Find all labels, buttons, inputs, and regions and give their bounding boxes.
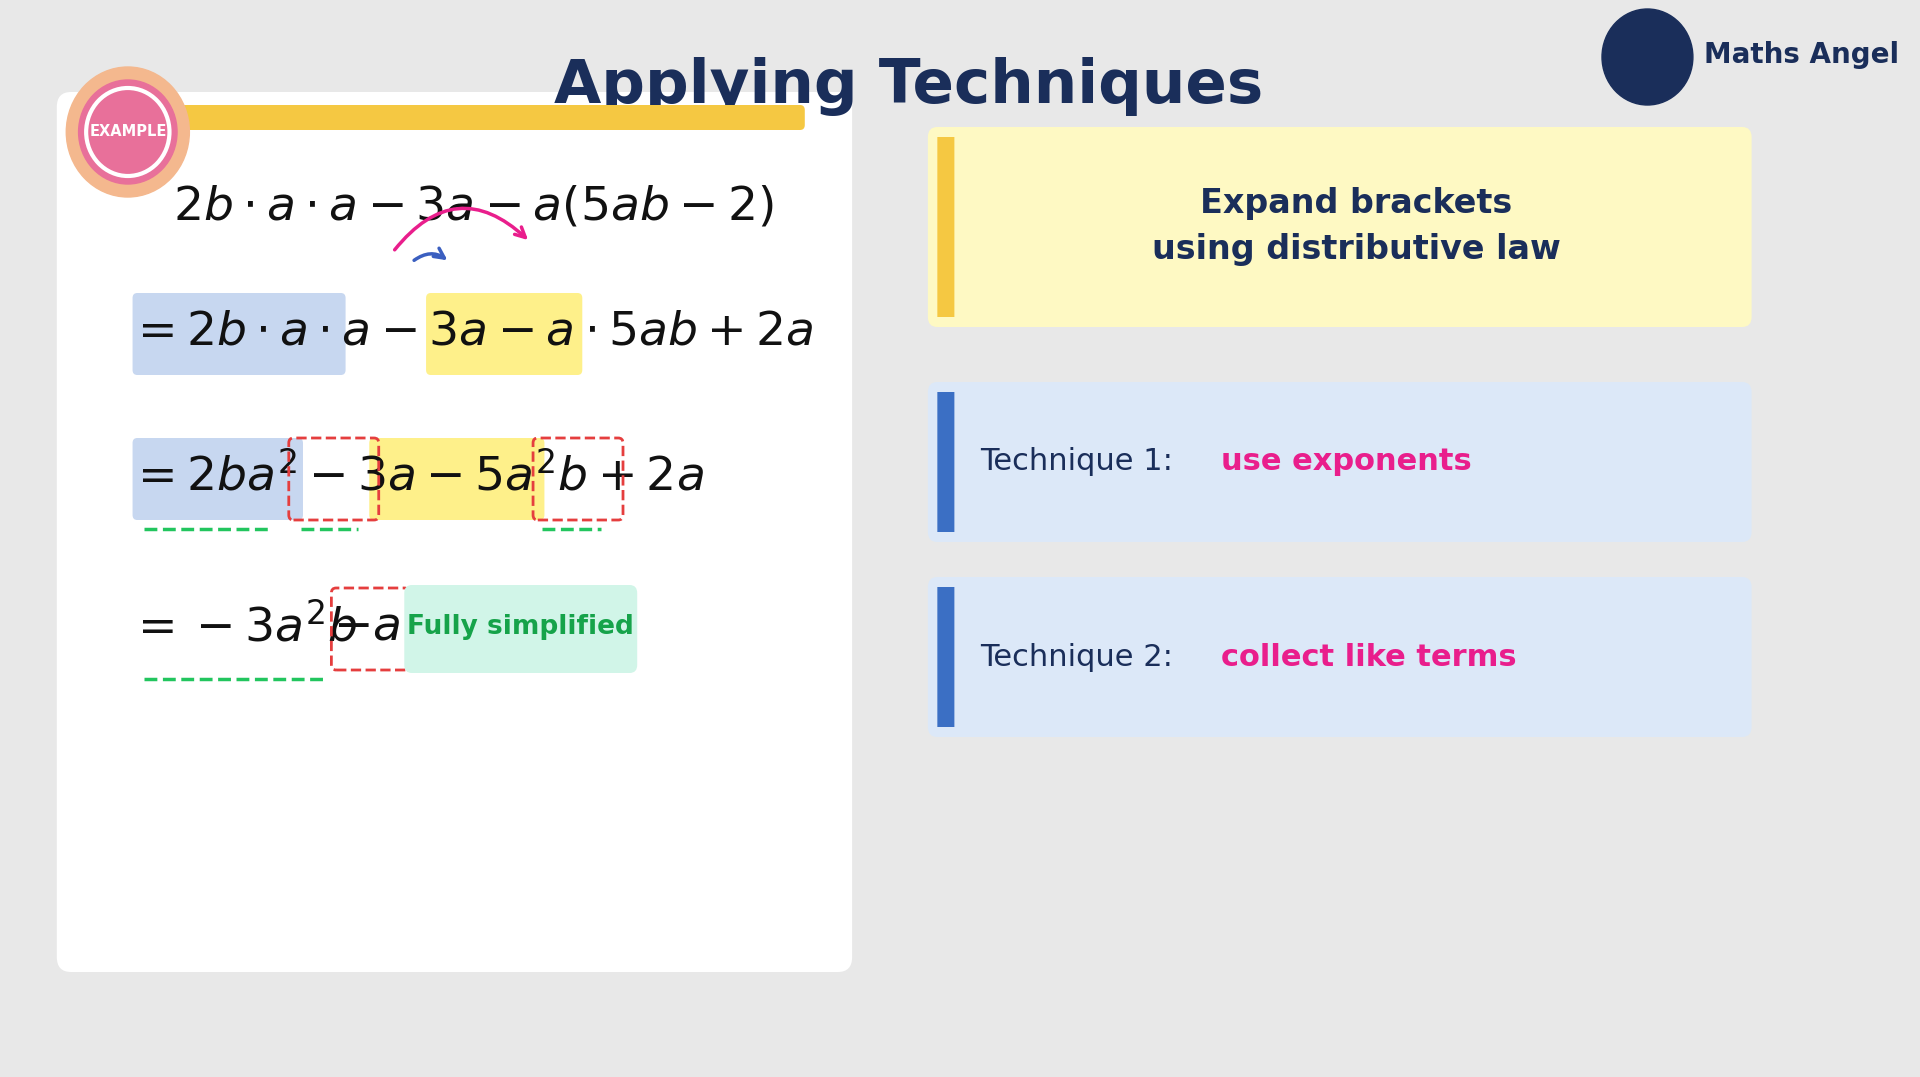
Circle shape: [1601, 9, 1693, 104]
FancyBboxPatch shape: [132, 293, 346, 375]
FancyBboxPatch shape: [369, 438, 545, 520]
Circle shape: [67, 67, 190, 197]
FancyBboxPatch shape: [426, 293, 582, 375]
Text: $2b \cdot a \cdot a - 3a - a(5ab - 2)$: $2b \cdot a \cdot a - 3a - a(5ab - 2)$: [173, 184, 774, 229]
Text: Maths Angel: Maths Angel: [1705, 41, 1899, 69]
Text: Applying Techniques: Applying Techniques: [555, 57, 1263, 116]
Text: use exponents: use exponents: [1221, 448, 1473, 476]
Text: $= 2ba^2 - 3a - 5a^2b + 2a$: $= 2ba^2 - 3a - 5a^2b + 2a$: [129, 453, 705, 501]
FancyBboxPatch shape: [104, 104, 804, 130]
FancyBboxPatch shape: [937, 137, 954, 317]
Text: EXAMPLE: EXAMPLE: [88, 125, 167, 140]
FancyArrowPatch shape: [415, 248, 444, 261]
Text: Fully simplified: Fully simplified: [407, 614, 634, 640]
Text: Technique 1:: Technique 1:: [979, 448, 1183, 476]
Text: collect like terms: collect like terms: [1221, 643, 1517, 671]
Text: $= -3a^2b$: $= -3a^2b$: [129, 603, 357, 651]
FancyBboxPatch shape: [132, 438, 303, 520]
FancyBboxPatch shape: [927, 382, 1751, 542]
Text: Expand brackets
using distributive law: Expand brackets using distributive law: [1152, 187, 1561, 266]
Circle shape: [79, 80, 177, 184]
Text: Technique 2:: Technique 2:: [979, 643, 1183, 671]
FancyBboxPatch shape: [58, 92, 852, 973]
FancyArrowPatch shape: [396, 208, 526, 250]
FancyBboxPatch shape: [937, 392, 954, 532]
Text: $= 2b \cdot a \cdot a - 3a - a \cdot 5ab + 2a$: $= 2b \cdot a \cdot a - 3a - a \cdot 5ab…: [129, 309, 812, 354]
Text: $-a$: $-a$: [334, 604, 401, 649]
FancyBboxPatch shape: [405, 585, 637, 673]
FancyBboxPatch shape: [927, 577, 1751, 737]
FancyBboxPatch shape: [927, 127, 1751, 327]
FancyBboxPatch shape: [937, 587, 954, 727]
